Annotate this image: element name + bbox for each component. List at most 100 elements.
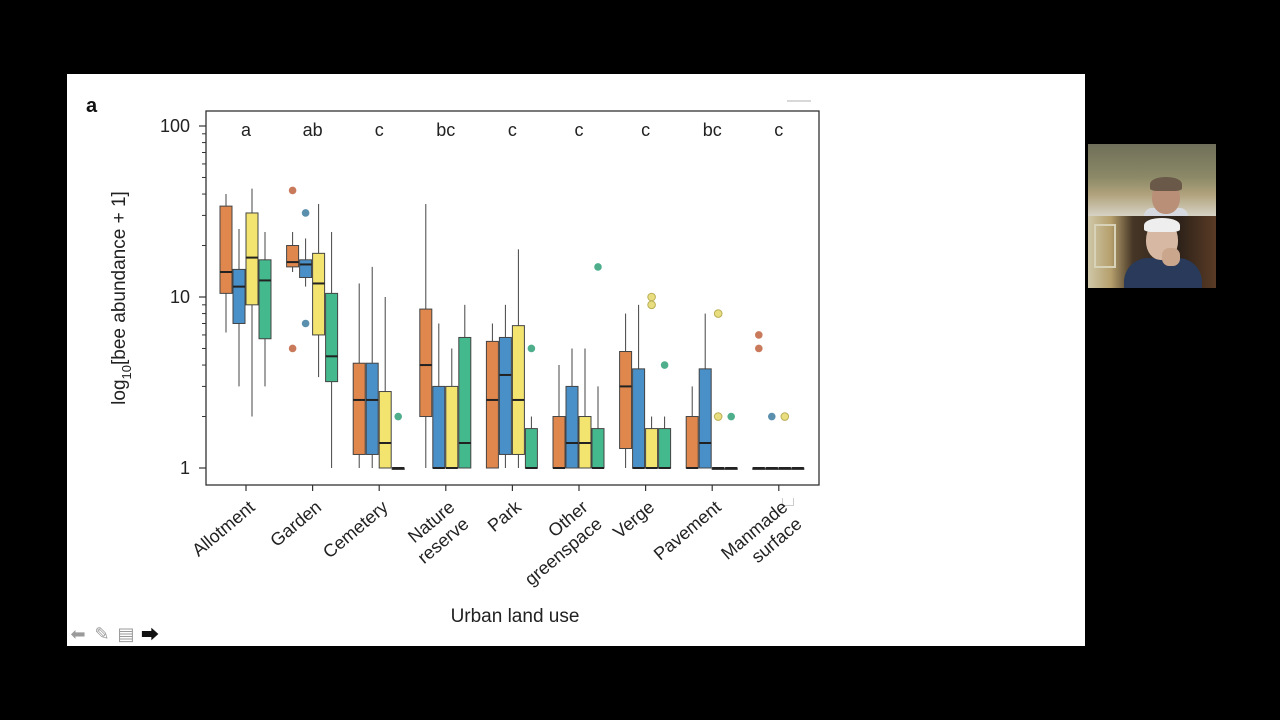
boxplot-box	[591, 263, 605, 469]
box-body	[698, 368, 712, 469]
significance-letter: bc	[436, 120, 455, 140]
boxplot-box	[498, 304, 512, 468]
box-body	[524, 428, 538, 469]
boxplot-box	[219, 194, 233, 333]
boxplot-box	[232, 228, 246, 387]
outlier-point	[780, 412, 790, 421]
boxplot-box	[698, 313, 712, 469]
x-tick-label: Cemetery	[319, 497, 392, 562]
boxplot-box	[632, 304, 646, 469]
boxplot-box	[724, 412, 738, 470]
box-body	[299, 259, 313, 279]
boxplot-box	[258, 231, 272, 387]
boxplot-box	[325, 231, 339, 468]
boxplot-box	[445, 348, 459, 469]
boxplot-box	[365, 266, 379, 468]
box-body	[552, 416, 566, 469]
significance-letter: c	[508, 120, 517, 140]
outlier-point	[288, 344, 297, 353]
boxplot-box	[511, 249, 525, 468]
small-mark	[782, 498, 794, 506]
corner-mark	[787, 96, 811, 102]
boxplot-box	[485, 323, 499, 469]
boxplot-box	[378, 297, 392, 469]
slide-controls: ⬅ ✎ ▤ ⮕	[68, 623, 160, 647]
box-body	[632, 368, 646, 469]
y-axis-label: log10[bee abundance + 1]	[109, 191, 134, 405]
boxplot-box	[458, 304, 472, 469]
pen-icon[interactable]: ✎	[94, 623, 110, 645]
x-tick-label: Manmadesurface	[717, 497, 805, 581]
boxplot-box	[419, 203, 433, 468]
presentation-slide: a 1 10 100 log10[bee abundance + 1] Urban la…	[67, 74, 1085, 646]
outlier-point	[394, 412, 403, 421]
boxplot-box	[752, 331, 766, 470]
x-axis-label: Urban land use	[451, 606, 580, 627]
significance-letter: c	[774, 120, 783, 140]
box-body	[445, 385, 459, 469]
panel-letter: a	[86, 95, 98, 117]
box-body	[565, 385, 579, 469]
box-body	[245, 212, 259, 306]
boxplot-box	[524, 344, 538, 469]
box-body	[258, 259, 272, 340]
box-body	[685, 416, 699, 469]
x-tick-label: Garden	[266, 497, 325, 551]
significance-letter: c	[375, 120, 384, 140]
y-tick-label: 10	[170, 287, 190, 307]
participant-video-2[interactable]	[1088, 216, 1216, 288]
outlier-point	[713, 412, 723, 421]
significance-letter: ab	[303, 120, 323, 140]
outlier-point	[727, 412, 735, 421]
x-tick-label: Allotment	[188, 497, 258, 561]
boxplot-box	[619, 313, 633, 468]
outlier-point	[288, 186, 297, 195]
menu-icon[interactable]: ▤	[117, 623, 135, 645]
box-body	[219, 205, 233, 294]
box-body	[591, 428, 605, 469]
boxplot-box	[578, 348, 592, 469]
x-tick-label: Pavement	[650, 497, 725, 564]
boxplot-box	[765, 412, 779, 470]
boxplot-chart: 1 10 100 log10[bee abundance + 1] Urban land…	[109, 110, 820, 627]
boxplot-box	[645, 292, 659, 469]
x-tick-label: Naturereserve	[400, 497, 473, 568]
boxplot-box	[685, 386, 699, 469]
outlier-point	[755, 344, 763, 353]
boxplot-box	[312, 203, 326, 378]
significance-letter: bc	[703, 120, 722, 140]
box-body	[378, 391, 392, 469]
box-body	[419, 308, 433, 418]
boxplot-box	[778, 412, 792, 470]
outlier-point	[301, 209, 310, 217]
boxplot-box	[432, 323, 446, 469]
next-arrow-icon[interactable]: ⮕	[141, 625, 159, 646]
outlier-point	[768, 412, 776, 421]
prev-arrow-icon[interactable]: ⬅	[70, 623, 86, 645]
outlier-point	[527, 344, 536, 353]
y-tick-label: 100	[160, 116, 190, 136]
boxplot-box	[791, 467, 805, 470]
box-body	[485, 340, 499, 469]
x-tick-label: Verge	[609, 497, 658, 543]
participant-hair	[1150, 177, 1182, 191]
boxplot-box	[286, 186, 300, 353]
box-body	[365, 362, 379, 455]
significance-letter: c	[575, 120, 584, 140]
outlier-point	[755, 331, 763, 339]
participant-video-1[interactable]	[1088, 144, 1216, 216]
box-body	[312, 252, 326, 336]
outlier-point	[647, 292, 656, 302]
outlier-point	[301, 319, 310, 328]
participant-hand	[1162, 248, 1180, 266]
box-body	[458, 336, 472, 469]
box-body	[432, 385, 446, 469]
boxplot-box	[711, 309, 725, 470]
box-body	[232, 268, 246, 324]
outlier-point	[713, 309, 723, 318]
outlier-point	[660, 361, 669, 369]
participant-hair	[1144, 218, 1180, 232]
box-body	[658, 428, 672, 469]
box-body	[511, 325, 525, 455]
outlier-point	[594, 263, 602, 271]
